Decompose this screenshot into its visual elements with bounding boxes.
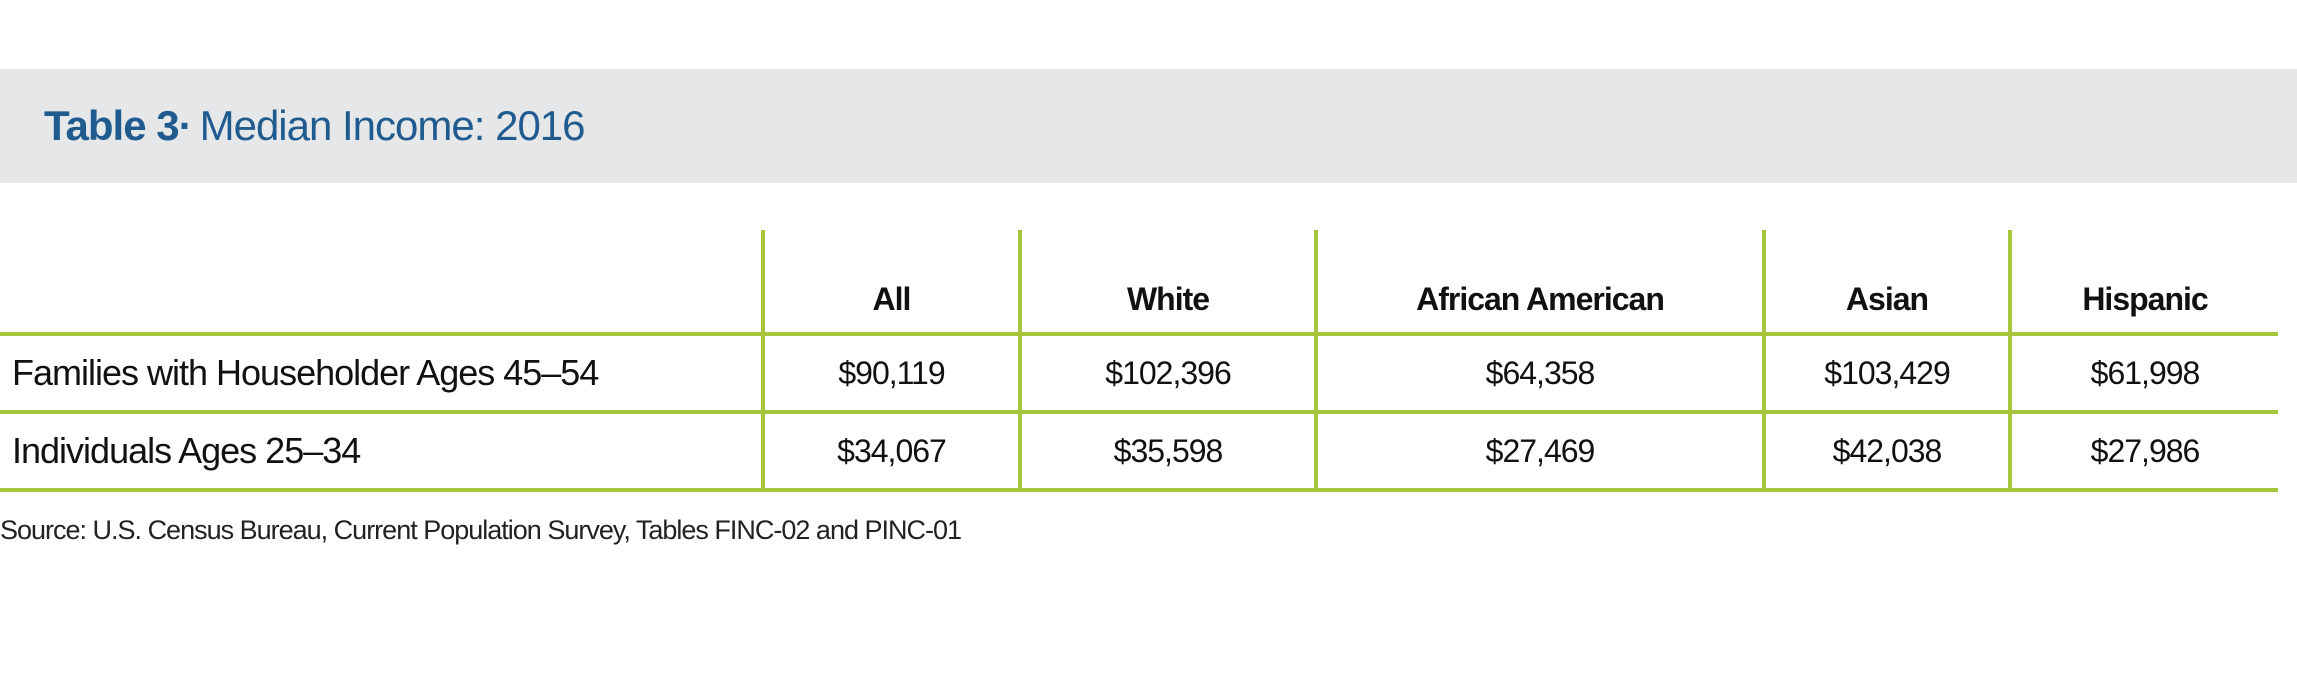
column-header: Hispanic xyxy=(2008,230,2278,336)
table-cell: $90,119 xyxy=(761,334,1020,414)
table-cell: $61,998 xyxy=(2008,334,2278,414)
column-header: Asian xyxy=(1762,230,2010,336)
table-row: Families with Householder Ages 45–54 $90,… xyxy=(0,334,2278,414)
table-cell: $35,598 xyxy=(1018,412,1316,492)
table-cell: $27,986 xyxy=(2008,412,2278,492)
table-body: Families with Householder Ages 45–54 $90,… xyxy=(0,334,2278,492)
table-title: Median Income: 2016 xyxy=(199,102,586,149)
table-cell: $64,358 xyxy=(1314,334,1764,414)
income-table: All White African American Asian Hispanic Fa… xyxy=(0,230,2278,492)
row-label: Individuals Ages 25–34 xyxy=(0,412,763,492)
source-note: Source: U.S. Census Bureau, Current Popu… xyxy=(0,515,962,545)
header-title: Table 3· Median Income: 2016 xyxy=(44,69,586,183)
table-cell: $102,396 xyxy=(1018,334,1316,414)
table-cell: $34,067 xyxy=(761,412,1020,492)
header-row: All White African American Asian Hispanic xyxy=(0,230,2278,336)
column-header: White xyxy=(1018,230,1316,336)
row-label: Families with Householder Ages 45–54 xyxy=(0,334,763,414)
table-number: Table 3· xyxy=(44,102,193,149)
column-header: African American xyxy=(1314,230,1764,336)
table-cell: $42,038 xyxy=(1762,412,2010,492)
table-row: Individuals Ages 25–34 $34,067 $35,598 $27,… xyxy=(0,412,2278,492)
header-band: Table 3· Median Income: 2016 xyxy=(0,69,2297,183)
corner-cell xyxy=(0,230,763,336)
table-cell: $27,469 xyxy=(1314,412,1764,492)
column-header: All xyxy=(761,230,1020,336)
table-cell: $103,429 xyxy=(1762,334,2010,414)
